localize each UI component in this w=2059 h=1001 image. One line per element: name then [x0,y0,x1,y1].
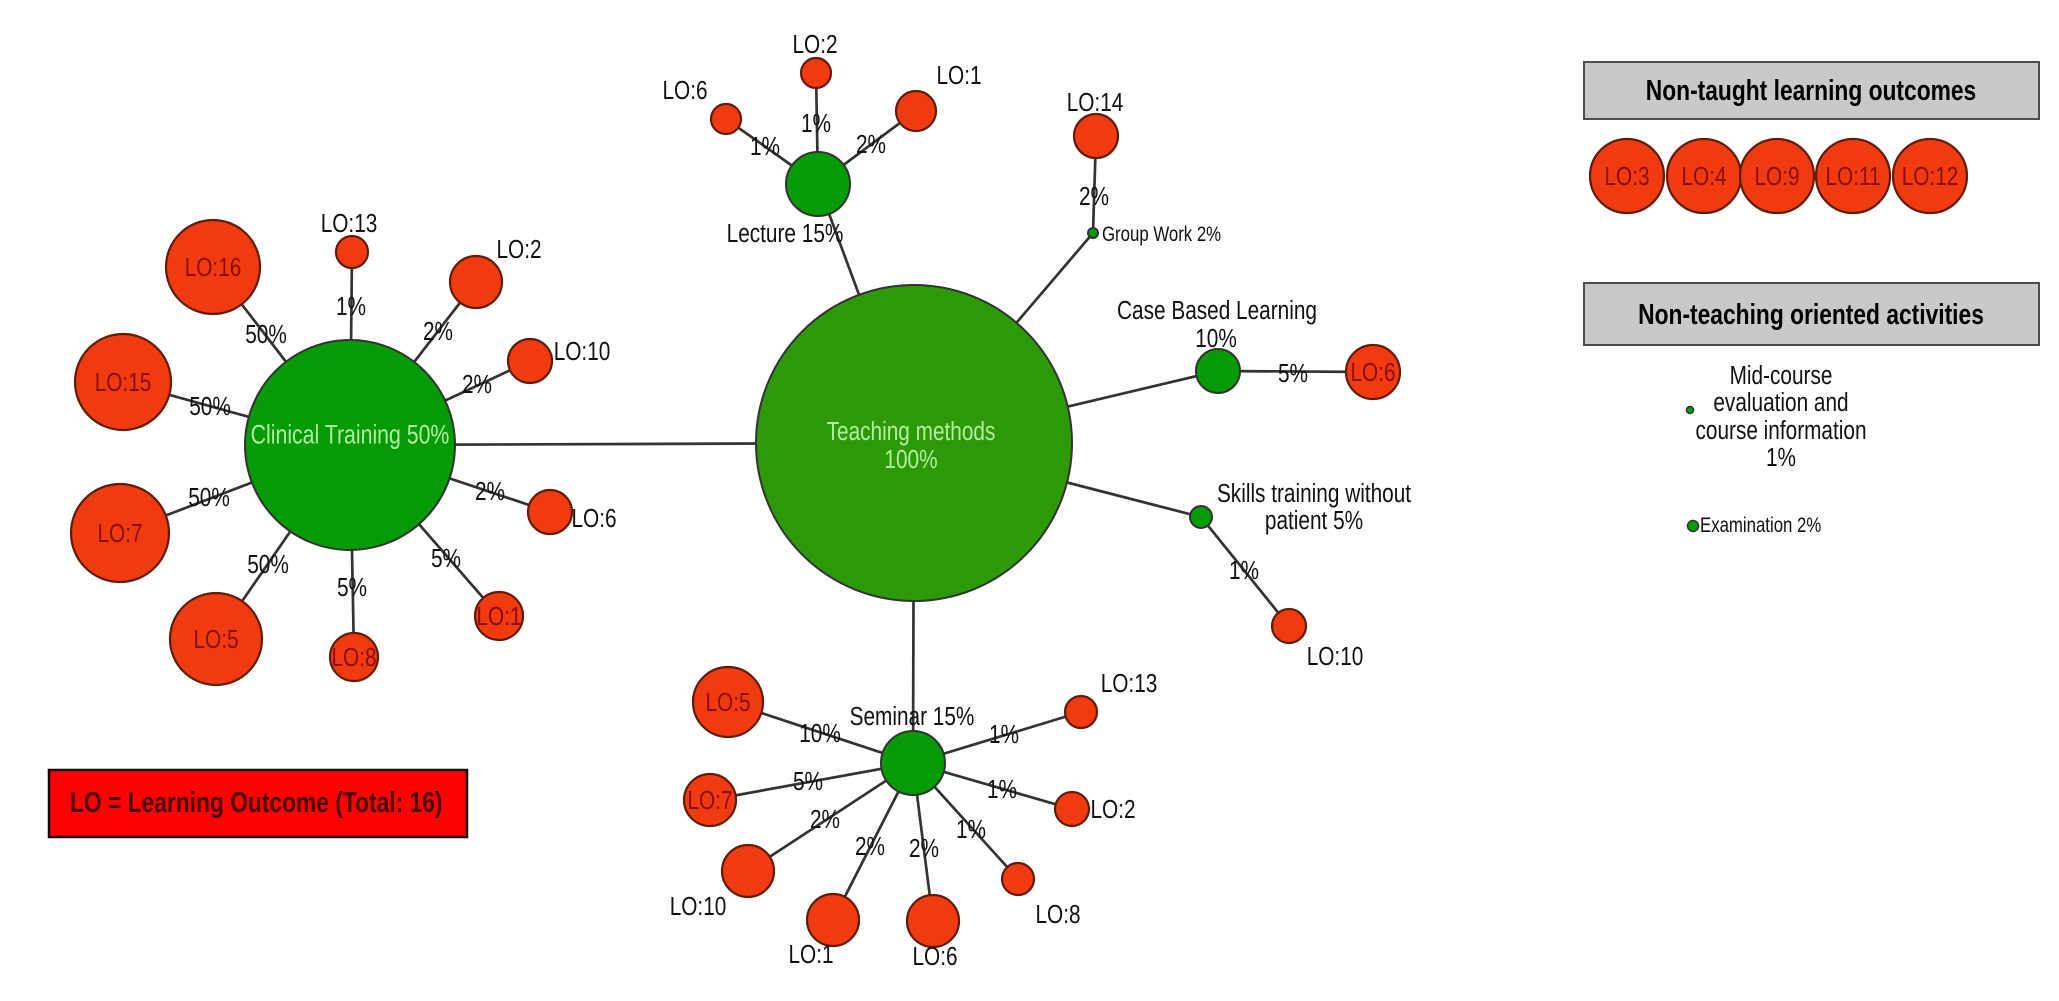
svg-text:LO:8: LO:8 [331,643,376,672]
svg-text:2%: 2% [462,370,492,399]
svg-text:patient 5%: patient 5% [1265,506,1363,535]
svg-text:Mid-course: Mid-course [1730,361,1833,390]
svg-text:LO:8: LO:8 [1035,900,1080,929]
svg-text:LO:14: LO:14 [1067,88,1124,117]
svg-text:LO:1: LO:1 [476,602,521,631]
svg-text:LO:16: LO:16 [185,253,242,282]
svg-text:2%: 2% [1079,182,1109,211]
svg-text:LO:9: LO:9 [1754,162,1799,191]
svg-text:Teaching methods: Teaching methods [827,417,996,446]
svg-text:Clinical Training 50%: Clinical Training 50% [251,420,450,450]
svg-text:1%: 1% [1229,556,1259,585]
svg-text:LO:7: LO:7 [97,519,142,548]
svg-text:LO:4: LO:4 [1681,162,1726,191]
svg-text:1%: 1% [956,815,986,844]
svg-text:10%: 10% [1195,324,1237,353]
svg-text:LO = Learning Outcome (Total:: LO = Learning Outcome (Total: 16) [70,788,442,819]
svg-text:LO:3: LO:3 [1604,162,1649,191]
svg-text:Seminar 15%: Seminar 15% [850,702,975,731]
svg-text:LO:1: LO:1 [936,61,981,90]
svg-text:2%: 2% [855,832,885,861]
svg-text:LO:10: LO:10 [1307,642,1364,671]
svg-text:50%: 50% [245,320,287,349]
svg-text:2%: 2% [423,317,453,346]
svg-text:LO:11: LO:11 [1825,162,1880,191]
svg-text:2%: 2% [475,477,505,506]
svg-text:Non-taught learning outcomes: Non-taught learning outcomes [1646,76,1976,107]
svg-text:LO:6: LO:6 [662,76,707,105]
svg-text:evaluation and: evaluation and [1713,388,1848,417]
svg-text:LO:10: LO:10 [554,337,611,366]
svg-text:Case Based Learning: Case Based Learning [1117,296,1317,325]
svg-text:1%: 1% [987,775,1017,804]
svg-text:2%: 2% [909,834,939,863]
svg-text:1%: 1% [989,720,1019,749]
svg-text:course information: course information [1695,416,1866,445]
svg-text:LO:2: LO:2 [1090,795,1135,824]
svg-text:LO:10: LO:10 [670,892,727,921]
svg-text:100%: 100% [884,445,937,474]
svg-text:LO:15: LO:15 [95,368,152,397]
svg-text:10%: 10% [799,719,841,748]
svg-text:2%: 2% [810,805,840,834]
svg-text:LO:2: LO:2 [792,30,837,59]
svg-text:Group Work 2%: Group Work 2% [1102,223,1221,246]
svg-text:Lecture 15%: Lecture 15% [727,219,844,248]
svg-text:Skills training without: Skills training without [1217,479,1412,508]
svg-text:LO:1: LO:1 [788,940,833,969]
svg-text:5%: 5% [793,767,823,796]
svg-text:LO:2: LO:2 [496,235,541,264]
svg-text:LO:7: LO:7 [687,786,732,815]
svg-text:LO:5: LO:5 [193,625,238,654]
svg-text:50%: 50% [188,483,230,512]
svg-text:50%: 50% [247,550,289,579]
svg-text:50%: 50% [189,392,231,421]
svg-text:1%: 1% [801,109,831,138]
svg-text:1%: 1% [336,292,366,321]
svg-text:LO:6: LO:6 [912,942,957,971]
svg-text:LO:6: LO:6 [571,504,616,533]
svg-text:Examination 2%: Examination 2% [1700,514,1821,537]
svg-text:Non-teaching oriented activiti: Non-teaching oriented activities [1638,300,1984,331]
svg-text:LO:6: LO:6 [1350,358,1395,387]
svg-text:LO:12: LO:12 [1902,162,1959,191]
svg-text:1%: 1% [750,132,780,161]
svg-text:LO:13: LO:13 [321,209,378,238]
svg-text:5%: 5% [337,573,367,602]
svg-text:LO:13: LO:13 [1101,669,1158,698]
svg-text:5%: 5% [431,544,461,573]
svg-text:1%: 1% [1766,443,1796,472]
svg-text:2%: 2% [856,130,886,159]
svg-text:LO:5: LO:5 [705,688,750,717]
svg-text:5%: 5% [1278,359,1308,388]
